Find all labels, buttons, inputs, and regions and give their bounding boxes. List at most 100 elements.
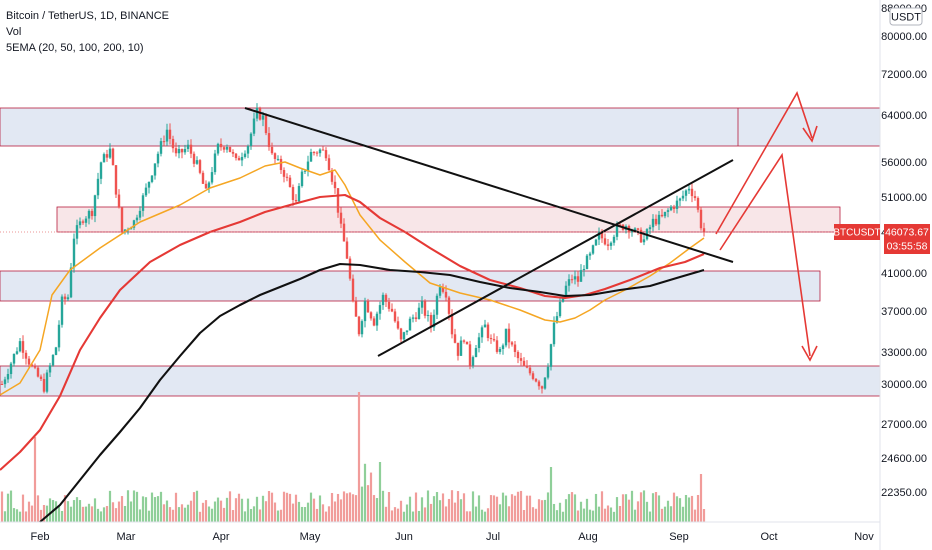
chart-legend: Bitcoin / TetherUS, 1D, BINANCE Vol 5EMA… xyxy=(6,8,169,56)
candle-body xyxy=(489,338,493,340)
candle-body xyxy=(384,294,388,302)
currency-badge[interactable]: USDT xyxy=(889,7,923,26)
volume-bar xyxy=(684,494,688,522)
volume-bar xyxy=(123,505,127,522)
volume-bar xyxy=(21,494,25,522)
candle-body xyxy=(204,183,208,189)
volume-bar xyxy=(360,486,364,522)
candle-body xyxy=(297,186,301,202)
candle-body xyxy=(513,344,517,352)
candle-body xyxy=(681,195,685,199)
candle-body xyxy=(153,163,157,176)
candle-body xyxy=(690,188,694,197)
volume-bar xyxy=(630,490,634,522)
candle-body xyxy=(657,214,661,225)
volume-bar xyxy=(462,493,466,522)
volume-bar xyxy=(657,495,661,522)
volume-bar xyxy=(393,507,397,522)
candle-body xyxy=(81,221,85,223)
price-tick-label: 24600.00 xyxy=(881,453,927,465)
volume-bar xyxy=(471,491,475,522)
candle-body xyxy=(288,177,292,188)
volume-bar xyxy=(333,501,337,522)
candle-body xyxy=(105,154,109,158)
candle-body xyxy=(510,342,514,345)
volume-bar xyxy=(399,500,403,522)
volume-bar xyxy=(603,508,607,522)
candle-body xyxy=(189,144,193,154)
symbol-tag: BTCUSDT xyxy=(833,228,880,239)
volume-bar xyxy=(417,510,421,522)
volume-bar xyxy=(75,497,79,522)
projection-up-arrow xyxy=(715,91,813,235)
candle-body xyxy=(417,307,421,320)
candle-body xyxy=(660,214,664,217)
ema-indicator-label[interactable]: 5EMA (20, 50, 100, 200, 10) xyxy=(6,42,144,54)
price-tick-label: 51000.00 xyxy=(881,192,927,204)
candle-body xyxy=(165,129,169,142)
volume-bar xyxy=(105,506,109,522)
candle-body xyxy=(51,354,55,366)
volume-bar xyxy=(672,492,676,522)
volume-bar xyxy=(201,502,205,522)
candle-body xyxy=(60,296,64,325)
candle-body xyxy=(330,170,334,182)
time-tick-label: Sep xyxy=(669,531,689,543)
volume-bar xyxy=(636,501,640,522)
volume-bar xyxy=(18,511,22,522)
volume-bar xyxy=(546,492,550,522)
candle-body xyxy=(120,207,124,233)
candle-body xyxy=(18,341,22,352)
volume-bar xyxy=(108,490,112,522)
candle-body xyxy=(663,211,667,217)
volume-bar xyxy=(261,495,265,522)
volume-bar xyxy=(444,506,448,522)
candle-body xyxy=(207,182,211,189)
volume-bar xyxy=(210,508,214,522)
candle-body xyxy=(360,321,364,335)
volume-bar xyxy=(540,500,544,522)
volume-bar xyxy=(327,506,331,522)
candle-body xyxy=(42,378,46,392)
time-axis[interactable]: Feb Mar Apr May Jun Jul Aug Sep Oct Nov xyxy=(31,531,875,543)
volume-bar xyxy=(483,511,487,522)
candle-body xyxy=(519,358,523,361)
volume-bar xyxy=(273,502,277,522)
volume-bar xyxy=(534,508,538,522)
symbol-title[interactable]: Bitcoin / TetherUS, 1D, BINANCE xyxy=(6,10,170,22)
candle-body xyxy=(78,221,82,226)
volume-bar xyxy=(582,508,586,522)
volume-bar xyxy=(609,507,613,522)
candle-body xyxy=(348,258,352,279)
volume-bar xyxy=(651,493,655,522)
volume-bar xyxy=(348,492,352,522)
candle-body xyxy=(411,317,415,319)
candle-body xyxy=(54,347,58,355)
volume-bar xyxy=(606,505,610,522)
volume-bar xyxy=(54,501,58,522)
time-tick-label: Nov xyxy=(854,531,874,543)
candle-body xyxy=(594,239,598,246)
volume-bar xyxy=(234,498,238,522)
candle-body xyxy=(678,198,682,201)
candle-body xyxy=(159,141,163,154)
volume-bar xyxy=(36,495,40,522)
volume-bar xyxy=(435,492,439,522)
price-axis[interactable]: 88000.0080000.0072000.0064000.0056000.00… xyxy=(881,3,927,499)
volume-bar xyxy=(405,504,409,522)
candle-body xyxy=(480,327,484,338)
candle-body xyxy=(3,379,7,385)
candle-body xyxy=(336,188,340,213)
candle-body xyxy=(675,200,679,209)
volume-bar xyxy=(573,494,577,522)
trend-lines xyxy=(244,107,734,357)
candle-body xyxy=(282,170,286,177)
candle-body xyxy=(30,364,34,367)
volume-indicator-label[interactable]: Vol xyxy=(6,26,22,38)
candle-body xyxy=(249,133,253,146)
volume-bar xyxy=(645,501,649,522)
volume-bar xyxy=(33,437,37,522)
volume-bar xyxy=(447,498,451,522)
ema-line-2 xyxy=(39,262,705,523)
